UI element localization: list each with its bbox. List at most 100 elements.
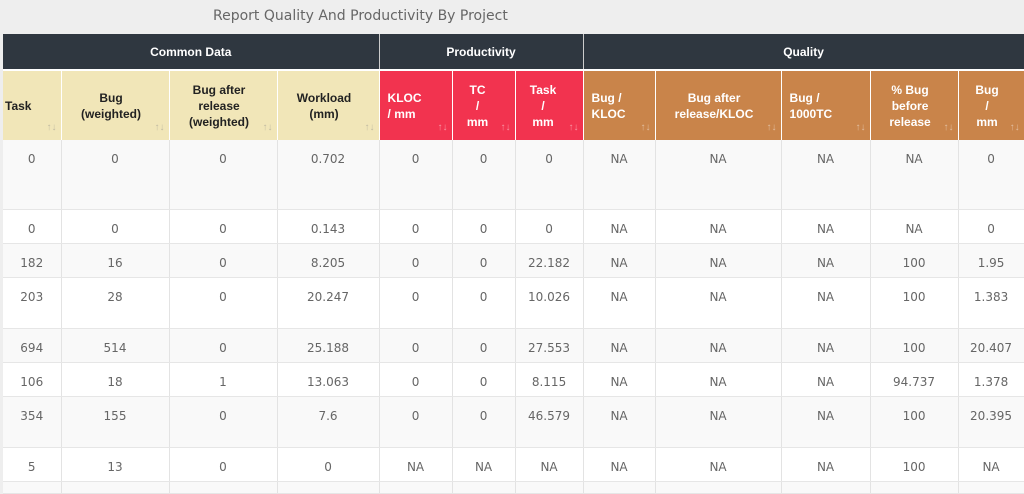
table-cell: 13 <box>61 447 170 482</box>
sort-icon[interactable]: ↑↓ <box>640 122 651 133</box>
column-header-bug-after-release-per-kloc[interactable]: Bug after release/KLOC ↑↓ <box>655 70 782 140</box>
sort-icon[interactable]: ↑↓ <box>766 122 777 133</box>
sort-icon[interactable]: ↑↓ <box>154 122 165 133</box>
table-cell: 0 <box>169 396 278 448</box>
column-header-label-line: release <box>198 98 240 113</box>
table-cell: 20.247 <box>277 277 380 329</box>
table-cell: 0 <box>169 140 278 210</box>
table-cell: 106 <box>3 362 62 397</box>
table-cell: NA <box>655 447 782 482</box>
table-cell: NA <box>655 243 782 278</box>
table-cell: NA <box>870 209 959 244</box>
column-header-workload[interactable]: Workload (mm) ↑↓ <box>277 70 380 140</box>
column-header-pct-bug-before-release[interactable]: % Bug before release ↑↓ <box>870 70 959 140</box>
table-cell: NA <box>583 362 656 397</box>
column-header-tc-per-mm[interactable]: TC / mm ↑↓ <box>452 70 516 140</box>
sort-icon[interactable]: ↑↓ <box>46 122 57 133</box>
table-cell: 0 <box>379 362 453 397</box>
table-cell: 100 <box>870 328 959 363</box>
table-cell: 0 <box>3 209 62 244</box>
table-row[interactable]: 354 155 0 7.6 0 0 46.579 NA NA NA 100 20.395 <box>3 396 1024 448</box>
table-cell: 46.579 <box>515 396 584 448</box>
table-cell: 100 <box>870 243 959 278</box>
column-header-label-line: Bug after <box>687 90 741 105</box>
column-header-label-line: mm <box>532 114 554 129</box>
table-cell: 0 <box>452 396 516 448</box>
column-header-label-line: (weighted) <box>81 106 141 121</box>
table-cell: 0 <box>61 140 170 210</box>
report-table: Common Data Productivity Quality Task ↑↓ … <box>3 34 1024 494</box>
column-header-label-line: Bug / <box>789 90 820 105</box>
table-cell: 1.378 <box>958 362 1024 397</box>
column-header-label-line: Bug <box>975 82 999 97</box>
column-header-bug-weighted[interactable]: Bug (weighted) ↑↓ <box>61 70 170 140</box>
table-cell: 0 <box>169 277 278 329</box>
table-cell: NA <box>655 140 782 210</box>
table-row[interactable]: 106 18 1 13.063 0 0 8.115 NA NA NA 94.737 1.378 <box>3 362 1024 397</box>
sort-icon[interactable]: ↑↓ <box>364 122 375 133</box>
sort-icon[interactable]: ↑↓ <box>855 122 866 133</box>
table-cell: 0 <box>61 209 170 244</box>
column-header-task[interactable]: Task ↑↓ <box>3 70 62 140</box>
column-header-kloc-per-mm[interactable]: KLOC / mm ↑↓ <box>379 70 453 140</box>
title-bar: Report Quality And Productivity By Proje… <box>0 0 1024 34</box>
table-row[interactable]: 0 0 0 0.143 0 0 0 NA NA NA NA 0 <box>3 209 1024 244</box>
table-cell: 20.395 <box>958 396 1024 448</box>
column-header-label-line: / mm <box>387 106 416 121</box>
column-header-label-line: Bug / <box>591 90 622 105</box>
table-cell: 0 <box>958 140 1024 210</box>
table-row[interactable]: 0 0 0 0.702 0 0 0 NA NA NA NA 0 <box>3 140 1024 210</box>
table-cell <box>3 481 62 494</box>
table-cell: 1.383 <box>958 277 1024 329</box>
column-header-label-line: Task <box>5 98 32 113</box>
table-row[interactable]: 694 514 0 25.188 0 0 27.553 NA NA NA 100 20.407 <box>3 328 1024 363</box>
column-header-label-line: (weighted) <box>189 114 249 129</box>
sort-icon[interactable]: ↑↓ <box>262 122 273 133</box>
sort-icon[interactable]: ↑↓ <box>1009 122 1020 133</box>
table-cell: 0 <box>379 396 453 448</box>
table-row[interactable] <box>3 481 1024 494</box>
table-cell: 0 <box>277 447 380 482</box>
table-cell: 0 <box>3 140 62 210</box>
table-cell: NA <box>655 396 782 448</box>
table-cell: NA <box>655 362 782 397</box>
table-cell: NA <box>655 328 782 363</box>
column-header-label-line: / <box>541 98 545 113</box>
table-cell: 0 <box>379 328 453 363</box>
table-cell: NA <box>583 396 656 448</box>
table-cell: 13.063 <box>277 362 380 397</box>
table-cell: NA <box>583 277 656 329</box>
column-header-task-per-mm[interactable]: Task / mm ↑↓ <box>515 70 584 140</box>
column-header-bug-per-kloc[interactable]: Bug / KLOC ↑↓ <box>583 70 656 140</box>
table-cell: NA <box>583 243 656 278</box>
sort-icon[interactable]: ↑↓ <box>437 122 448 133</box>
table-cell: 22.182 <box>515 243 584 278</box>
sort-icon[interactable]: ↑↓ <box>943 122 954 133</box>
table-cell <box>870 481 959 494</box>
table-cell: NA <box>515 447 584 482</box>
table-cell <box>583 481 656 494</box>
table-cell: NA <box>583 328 656 363</box>
table-cell: 0 <box>169 209 278 244</box>
table-cell: 0 <box>379 209 453 244</box>
table-row[interactable]: 5 13 0 0 NA NA NA NA NA NA 100 NA <box>3 447 1024 482</box>
column-header-bug-after-release-weighted[interactable]: Bug after release (weighted) ↑↓ <box>169 70 278 140</box>
table-row[interactable]: 203 28 0 20.247 0 0 10.026 NA NA NA 100 1.383 <box>3 277 1024 329</box>
table-cell: 10.026 <box>515 277 584 329</box>
table-row[interactable]: 182 16 0 8.205 0 0 22.182 NA NA NA 100 1.95 <box>3 243 1024 278</box>
table-cell: 203 <box>3 277 62 329</box>
group-header-productivity: Productivity <box>379 34 584 71</box>
table-cell: NA <box>583 209 656 244</box>
table-cell: 0 <box>379 243 453 278</box>
column-header-bug-per-mm[interactable]: Bug / mm ↑↓ <box>958 70 1024 140</box>
table-cell: 100 <box>870 277 959 329</box>
table-cell: NA <box>583 140 656 210</box>
sort-icon[interactable]: ↑↓ <box>500 122 511 133</box>
table-cell: 354 <box>3 396 62 448</box>
table-cell: 0 <box>379 140 453 210</box>
sort-icon[interactable]: ↑↓ <box>568 122 579 133</box>
column-header-bug-per-1000tc[interactable]: Bug /1000TC ↑↓ <box>781 70 871 140</box>
column-header-label-line: Bug <box>99 90 123 105</box>
table-cell: 0 <box>169 243 278 278</box>
table-cell: 0 <box>452 209 516 244</box>
